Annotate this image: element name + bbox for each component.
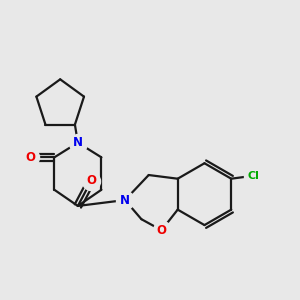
Text: N: N (120, 194, 130, 207)
Text: O: O (86, 174, 96, 188)
Text: O: O (25, 151, 35, 164)
Text: O: O (157, 224, 166, 237)
Text: Cl: Cl (248, 171, 259, 181)
Text: N: N (73, 136, 83, 149)
